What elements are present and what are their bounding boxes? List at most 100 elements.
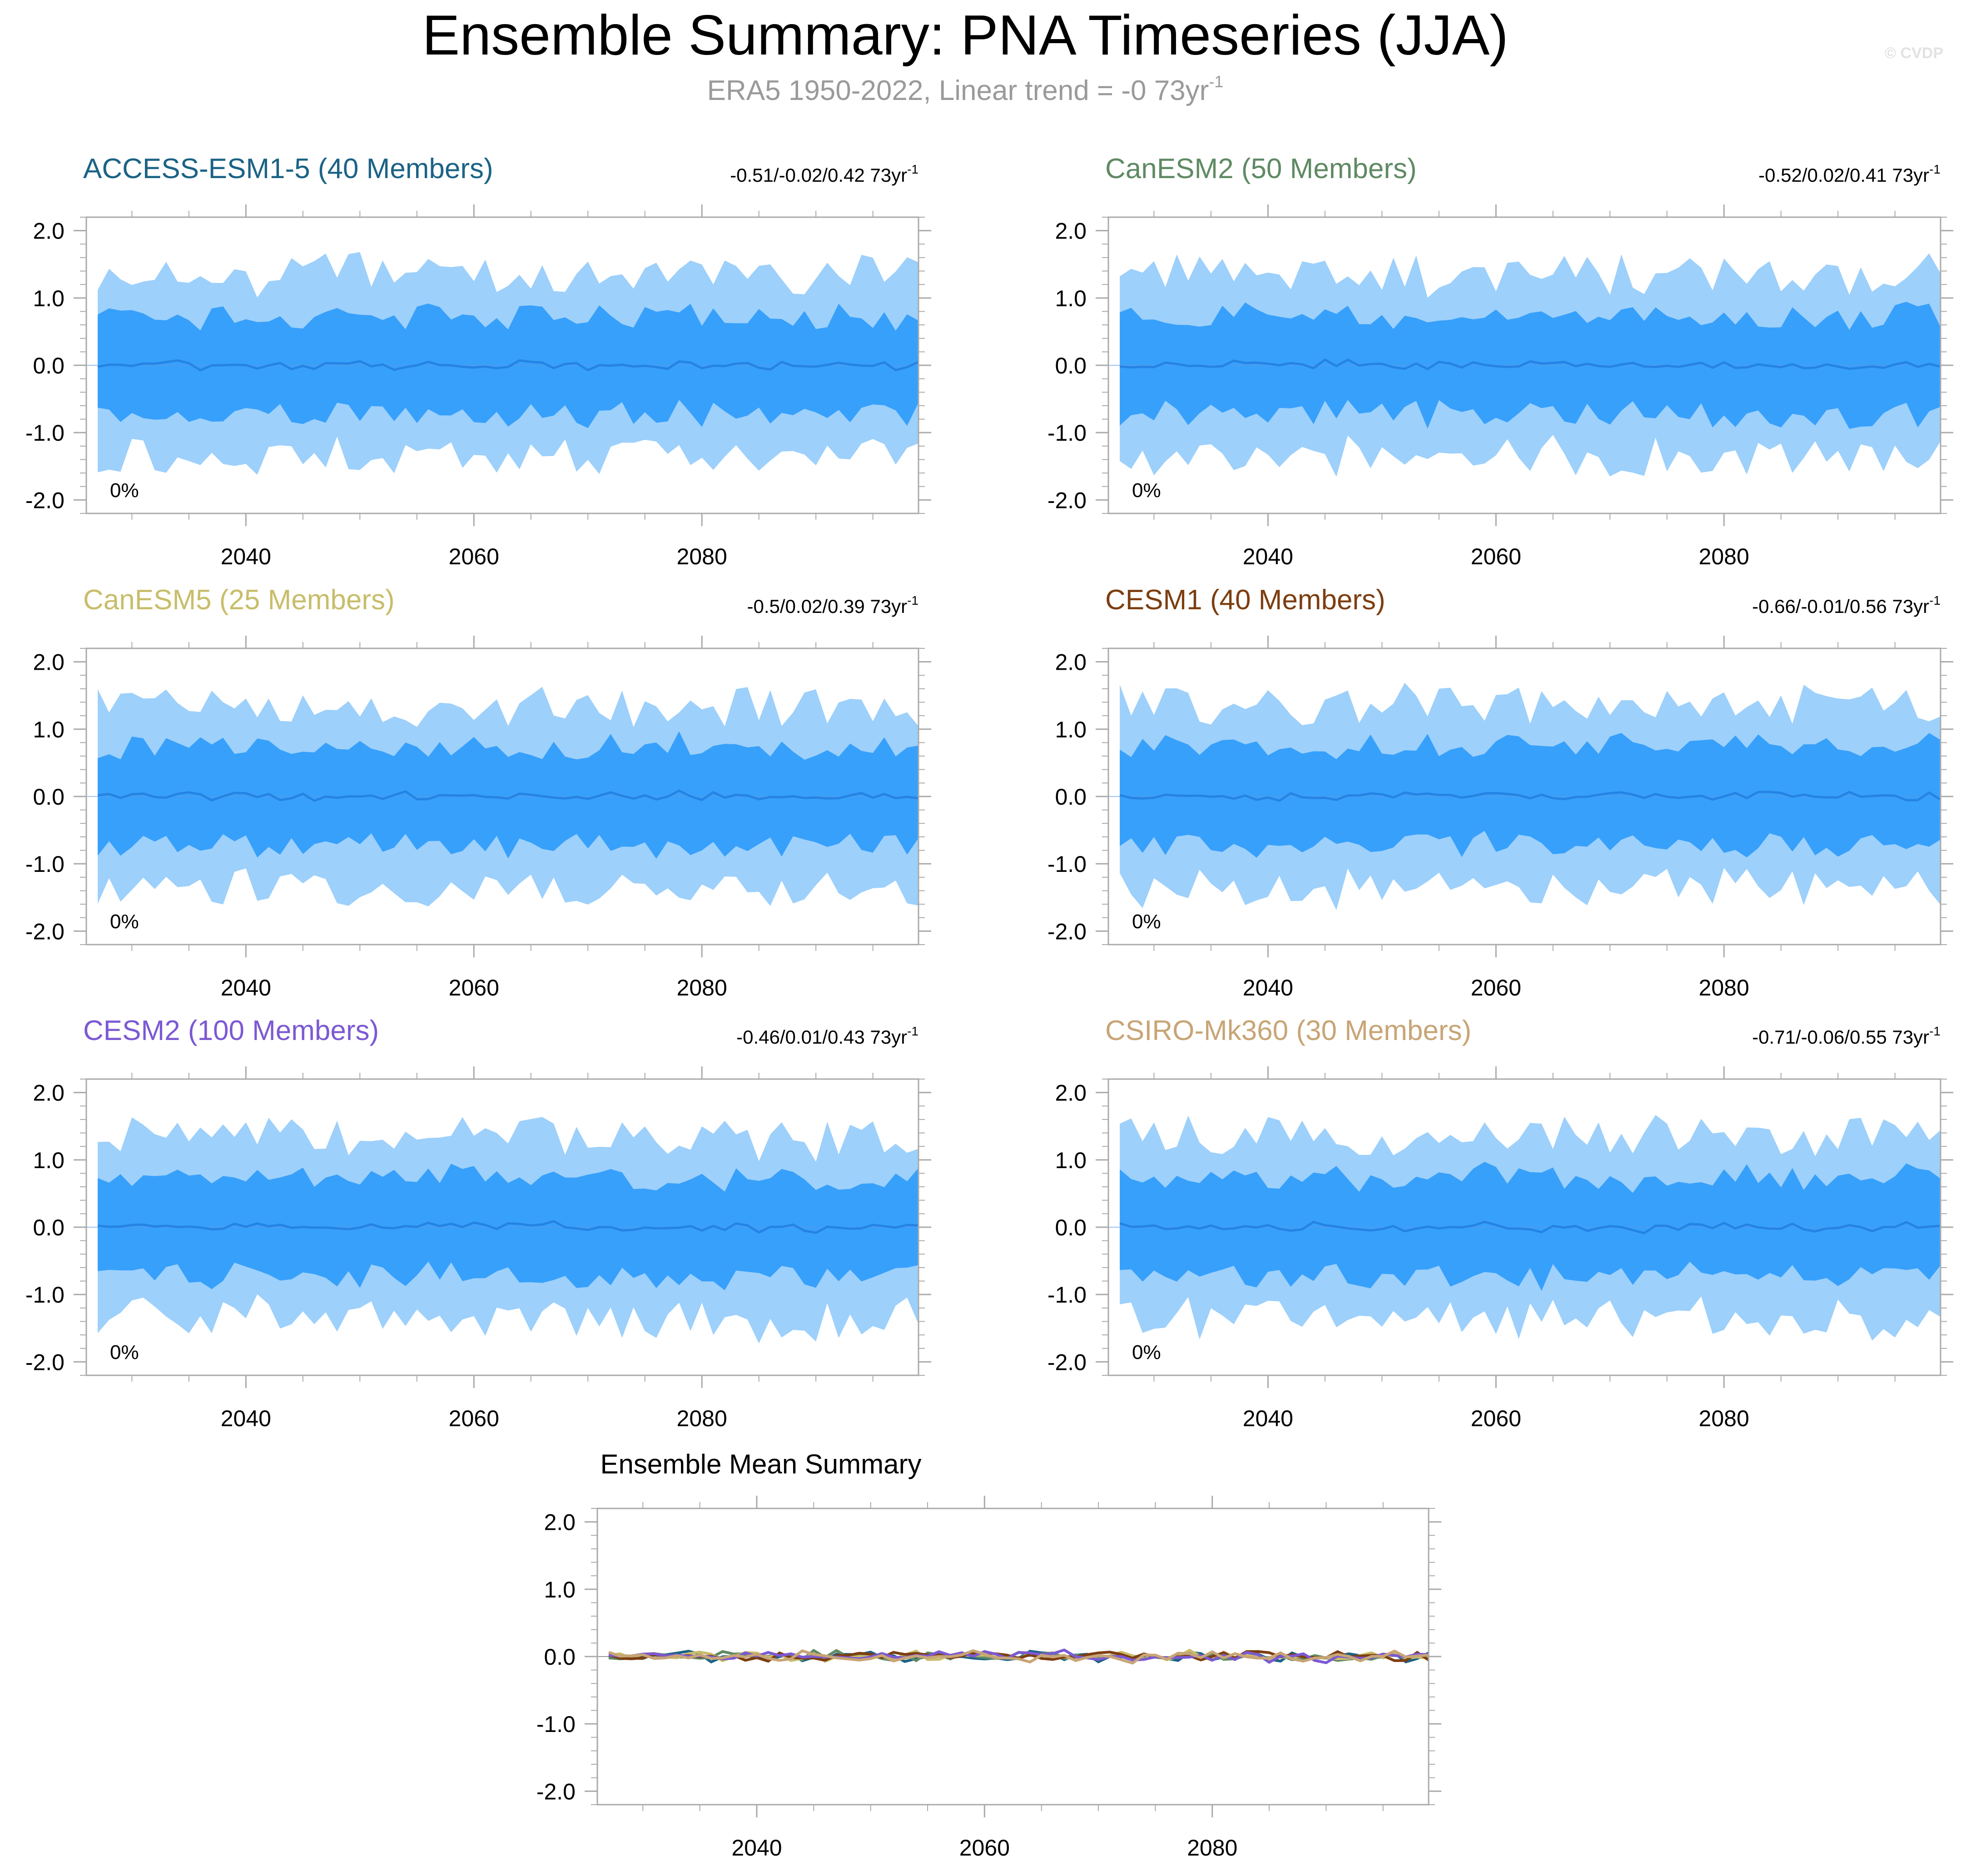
subtitle-text: ERA5 1950-2022, Linear trend = -0 73yr: [707, 75, 1209, 106]
y-tick-label: 0.0: [544, 1644, 576, 1670]
y-tick-label: 2.0: [33, 219, 65, 244]
y-tick-label: 2.0: [33, 650, 65, 675]
trend-label: -0.52/0.02/0.41 73yr-1: [1758, 162, 1941, 186]
trend-superscript: -1: [907, 593, 918, 607]
percent-label: 0%: [1132, 1341, 1161, 1363]
copyright-label: © CVDP: [1885, 45, 1943, 62]
trend-text: -0.66/-0.01/0.56 73yr: [1752, 596, 1929, 617]
x-tick-label: 2060: [1471, 544, 1521, 569]
trend-label: -0.51/-0.02/0.42 73yr-1: [730, 162, 918, 186]
figure-title: Ensemble Summary: PNA Timeseries (JJA): [422, 4, 1508, 67]
ensemble-mean-line: [97, 789, 919, 802]
x-tick-label: 2060: [959, 1835, 1010, 1861]
y-tick-label: -2.0: [536, 1779, 576, 1804]
panel-title: Ensemble Mean Summary: [601, 1449, 922, 1479]
x-tick-label: 2040: [1243, 544, 1293, 569]
x-tick-label: 2060: [1471, 975, 1521, 1000]
panel-1: ACCESS-ESM1-5 (40 Members) -0.51/-0.02/0.…: [25, 153, 931, 569]
trend-superscript: -1: [1929, 1024, 1941, 1038]
x-tick-label: 2060: [449, 975, 499, 1000]
y-tick-label: 1.0: [33, 717, 65, 742]
y-tick-label: 1.0: [1055, 286, 1087, 311]
series-line-csiro-mk360: [608, 1649, 1429, 1665]
trend-superscript: -1: [907, 1024, 918, 1038]
trend-superscript: -1: [1929, 593, 1941, 607]
y-tick-label: 0.0: [1055, 1215, 1087, 1240]
panel-2: CanESM2 (50 Members) -0.52/0.02/0.41 73yr…: [1048, 153, 1953, 569]
x-tick-label: 2060: [1471, 1406, 1521, 1431]
y-tick-label: -2.0: [25, 1349, 65, 1375]
y-tick-label: 2.0: [1055, 219, 1087, 244]
x-tick-label: 2080: [677, 544, 727, 569]
panel-5: CESM2 (100 Members) -0.46/0.01/0.43 73yr-…: [25, 1015, 931, 1431]
y-tick-label: 1.0: [544, 1577, 576, 1602]
panel-title: CESM2 (100 Members): [83, 1015, 379, 1046]
trend-label: -0.46/0.01/0.43 73yr-1: [736, 1024, 918, 1048]
y-tick-label: 0.0: [33, 1215, 65, 1240]
trend-text: -0.52/0.02/0.41 73yr: [1758, 164, 1929, 186]
y-tick-label: -2.0: [25, 919, 65, 944]
x-tick-label: 2040: [221, 1406, 271, 1431]
x-tick-label: 2060: [449, 1406, 499, 1431]
x-tick-label: 2080: [1699, 1406, 1749, 1431]
trend-label: -0.5/0.02/0.39 73yr-1: [747, 593, 918, 617]
y-tick-label: 1.0: [1055, 717, 1087, 742]
percent-label: 0%: [110, 479, 139, 502]
x-tick-label: 2040: [731, 1835, 782, 1861]
figure-subtitle: ERA5 1950-2022, Linear trend = -0 73yr-1: [707, 72, 1224, 106]
x-tick-label: 2040: [221, 544, 271, 569]
percent-label: 0%: [1132, 911, 1161, 933]
panel-4: CESM1 (40 Members) -0.66/-0.01/0.56 73yr-…: [1048, 584, 1953, 1000]
y-tick-label: 1.0: [1055, 1148, 1087, 1173]
x-tick-label: 2080: [1187, 1835, 1237, 1861]
panel-title: CSIRO-Mk360 (30 Members): [1105, 1015, 1471, 1046]
trend-text: -0.51/-0.02/0.42 73yr: [730, 164, 907, 186]
panel-3: CanESM5 (25 Members) -0.5/0.02/0.39 73yr-…: [25, 584, 931, 1000]
y-tick-label: 2.0: [1055, 650, 1087, 675]
trend-text: -0.46/0.01/0.43 73yr: [736, 1026, 907, 1048]
y-tick-label: -2.0: [1048, 488, 1087, 513]
panel-title: CanESM5 (25 Members): [83, 584, 395, 616]
trend-label: -0.66/-0.01/0.56 73yr-1: [1752, 593, 1941, 617]
y-tick-label: -2.0: [1048, 919, 1087, 944]
y-tick-label: -1.0: [25, 851, 65, 877]
y-tick-label: 0.0: [33, 784, 65, 810]
ensemble-mean-line: [1119, 791, 1941, 802]
y-tick-label: 2.0: [544, 1510, 576, 1535]
trend-superscript: -1: [1929, 162, 1941, 176]
trend-text: -0.71/-0.06/0.55 73yr: [1752, 1026, 1929, 1048]
y-tick-label: -1.0: [25, 1282, 65, 1308]
percent-label: 0%: [110, 1341, 139, 1363]
panel-6: CSIRO-Mk360 (30 Members) -0.71/-0.06/0.55…: [1048, 1015, 1953, 1431]
x-tick-label: 2080: [1699, 975, 1749, 1000]
ensemble-mean-line: [1119, 1220, 1941, 1234]
x-tick-label: 2080: [677, 975, 727, 1000]
inner-range-band: [1120, 1162, 1941, 1291]
y-tick-label: -1.0: [1048, 1282, 1087, 1308]
x-tick-label: 2040: [221, 975, 271, 1000]
ensemble-mean-line: [97, 359, 919, 372]
y-tick-label: -2.0: [1048, 1349, 1087, 1375]
panel-title: CESM1 (40 Members): [1105, 584, 1385, 616]
trend-label: -0.71/-0.06/0.55 73yr-1: [1752, 1024, 1941, 1048]
subtitle-superscript: -1: [1209, 72, 1223, 91]
y-tick-label: 2.0: [33, 1080, 65, 1106]
x-tick-label: 2080: [677, 1406, 727, 1431]
x-tick-label: 2040: [1243, 975, 1293, 1000]
panels: ACCESS-ESM1-5 (40 Members) -0.51/-0.02/0.…: [25, 153, 1953, 1861]
trend-superscript: -1: [907, 162, 918, 176]
trend-text: -0.5/0.02/0.39 73yr: [747, 596, 908, 617]
inner-range-band: [1120, 733, 1941, 858]
series-line-cesm2: [608, 1648, 1429, 1664]
panel-title: ACCESS-ESM1-5 (40 Members): [83, 153, 493, 184]
y-tick-label: 0.0: [33, 353, 65, 378]
percent-label: 0%: [1132, 479, 1161, 502]
panel-7: Ensemble Mean Summary 2.0 1.0 0.0 -1.0 -2.0 20…: [536, 1449, 1441, 1861]
y-tick-label: -2.0: [25, 488, 65, 513]
y-tick-label: 1.0: [33, 1148, 65, 1173]
y-tick-label: -1.0: [25, 420, 65, 446]
ensemble-mean-line: [1119, 358, 1941, 371]
inner-range-band: [98, 731, 919, 859]
y-tick-label: 2.0: [1055, 1080, 1087, 1106]
